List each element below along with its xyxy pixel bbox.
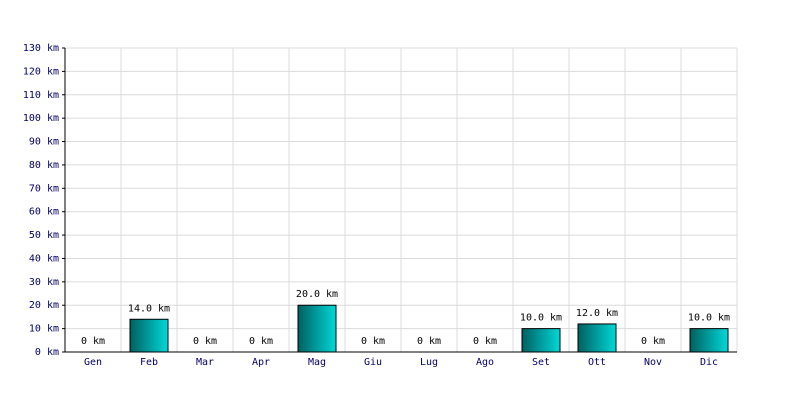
y-tick-label: 80 km [29,160,59,171]
value-label: 10.0 km [688,313,730,324]
bar [297,304,337,353]
value-label: 12.0 km [576,308,618,319]
y-tick-label: 40 km [29,253,59,264]
y-tick-label: 70 km [29,183,59,194]
value-label: 0 km [249,336,273,347]
value-label: 20.0 km [296,289,338,300]
value-label: 0 km [417,336,441,347]
x-tick-label: Apr [252,357,270,368]
x-tick-label: Gen [84,357,102,368]
y-tick-label: 20 km [29,300,59,311]
x-tick-label: Giu [364,357,382,368]
x-tick-label: Mag [308,357,326,368]
y-tick-label: 50 km [29,230,59,241]
value-label: 14.0 km [128,303,170,314]
bar [129,318,169,353]
y-tick-label: 30 km [29,277,59,288]
value-label: 0 km [361,336,385,347]
y-tick-label: 120 km [23,66,59,77]
y-tick-label: 90 km [29,137,59,148]
y-tick-label: 130 km [23,43,59,54]
value-label: 10.0 km [520,313,562,324]
y-tick-label: 100 km [23,113,59,124]
y-tick-label: 60 km [29,207,59,218]
x-tick-label: Ago [476,357,494,368]
bar [689,328,729,353]
x-tick-label: Lug [420,357,438,368]
value-label: 0 km [193,336,217,347]
bar [521,328,561,353]
y-tick-label: 110 km [23,90,59,101]
value-label: 0 km [473,336,497,347]
x-tick-label: Feb [140,357,158,368]
x-tick-label: Set [532,357,550,368]
x-tick-label: Mar [196,357,214,368]
bar [577,323,617,353]
x-tick-label: Ott [588,357,606,368]
value-label: 0 km [641,336,665,347]
y-tick-label: 10 km [29,324,59,335]
y-tick-label: 0 km [35,347,59,358]
value-label: 0 km [81,336,105,347]
x-tick-label: Dic [700,357,718,368]
x-tick-label: Nov [644,357,662,368]
